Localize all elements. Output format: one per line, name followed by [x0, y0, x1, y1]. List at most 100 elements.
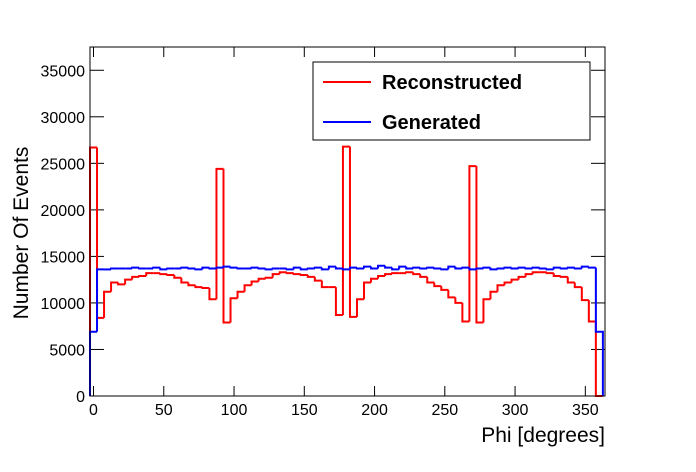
x-tick-label: 300: [502, 402, 529, 419]
histogram-bin: [405, 266, 414, 270]
histogram-bin: [566, 266, 575, 269]
histogram-bin: [341, 268, 350, 271]
histogram-bin: [250, 280, 259, 286]
y-tick-label: 35000: [41, 63, 86, 80]
histogram-bin: [250, 266, 259, 269]
histogram-bin: [208, 288, 217, 301]
histogram-bin: [313, 266, 322, 269]
histogram-bin: [292, 266, 301, 270]
histogram-bin: [552, 266, 561, 270]
x-tick-label: 0: [89, 402, 98, 419]
y-tick-label: 20000: [41, 203, 86, 220]
histogram-bin: [482, 298, 491, 323]
histogram-bin: [363, 265, 372, 269]
histogram-bin: [292, 273, 301, 276]
histogram-bin: [447, 265, 456, 270]
histogram-bin: [524, 273, 533, 277]
histogram-bin: [587, 266, 596, 269]
histogram-bin: [131, 275, 140, 280]
x-tick-label: 150: [291, 402, 318, 419]
histogram-bin: [222, 265, 231, 268]
legend-box: [312, 61, 591, 141]
histogram-bin: [138, 267, 147, 270]
histogram-bin: [334, 266, 343, 270]
histogram-bin: [510, 267, 519, 270]
plot-frame: [89, 46, 606, 397]
histogram-bin: [243, 284, 252, 292]
histogram-bin: [271, 273, 280, 278]
histogram-bin: [440, 268, 449, 271]
histogram-bin: [503, 281, 512, 286]
histogram-bin: [370, 277, 379, 283]
histogram-bin: [229, 297, 238, 323]
histogram-bin: [306, 275, 315, 278]
histogram-bin: [201, 287, 210, 290]
histogram-bin: [496, 284, 505, 292]
histogram-bin: [573, 267, 582, 270]
histogram-bin: [271, 267, 280, 270]
histogram-bin: [215, 167, 224, 300]
histogram-bin: [103, 290, 112, 318]
histogram-bin: [489, 267, 498, 271]
histogram-bin: [391, 272, 400, 275]
histogram-bin: [187, 267, 196, 270]
histogram-bin: [503, 266, 512, 269]
histogram-bin: [110, 281, 119, 292]
histogram-bin: [264, 276, 273, 279]
histogram-bin: [131, 266, 140, 269]
histogram-bin: [517, 266, 526, 269]
histogram-bin: [454, 266, 463, 270]
histogram-bin: [313, 276, 322, 282]
histogram-bin: [517, 275, 526, 280]
histogram-bin: [166, 274, 175, 277]
y-tick-label: 10000: [41, 296, 86, 313]
y-tick-label: 0: [76, 389, 85, 406]
histogram-bin: [384, 273, 393, 276]
histogram-bin: [236, 267, 245, 270]
histogram-bin: [454, 297, 463, 304]
histogram-bin: [285, 272, 294, 275]
histogram-bin: [257, 277, 266, 282]
histogram-bin: [489, 290, 498, 300]
histogram-bin: [363, 281, 372, 300]
histogram-bin: [531, 271, 540, 275]
histogram-bin: [236, 290, 245, 299]
x-tick-label: 350: [572, 402, 599, 419]
histogram-bin: [552, 273, 561, 277]
histogram-bin: [285, 268, 294, 271]
x-tick-label: 200: [361, 402, 388, 419]
histogram-bin: [398, 265, 407, 270]
histogram-bin: [482, 266, 491, 269]
x-tick-label: 100: [221, 402, 248, 419]
histogram-bin: [419, 274, 428, 278]
y-tick-label: 5000: [49, 342, 85, 359]
histogram-bin: [531, 266, 540, 269]
histogram-bin: [426, 276, 435, 284]
legend-label: Reconstructed: [382, 72, 522, 94]
histogram-bin: [587, 300, 596, 323]
histogram-bin: [580, 287, 589, 302]
histogram-bin: [475, 267, 484, 270]
histogram-bin: [412, 266, 421, 269]
histogram-bin: [166, 267, 175, 270]
histogram-bin: [159, 267, 168, 271]
histogram-bin: [412, 272, 421, 276]
histogram-bin: [391, 267, 400, 271]
histogram-bin: [145, 272, 154, 276]
histogram-bin: [117, 282, 126, 286]
histogram-bin: [348, 266, 357, 270]
y-tick-label: 30000: [41, 110, 86, 127]
histogram-bin: [461, 266, 470, 269]
histogram-bin: [370, 266, 379, 270]
histogram-bin: [545, 268, 554, 271]
histogram-bin: [320, 267, 329, 271]
histogram-bin: [496, 267, 505, 270]
histogram-bin: [215, 266, 224, 269]
histogram-bin: [426, 266, 435, 269]
histogram-bin: [580, 265, 589, 269]
histogram-bin: [377, 274, 386, 279]
histogram-bin: [173, 275, 182, 279]
histogram-bin: [447, 289, 456, 299]
histogram-bin: [355, 267, 365, 270]
